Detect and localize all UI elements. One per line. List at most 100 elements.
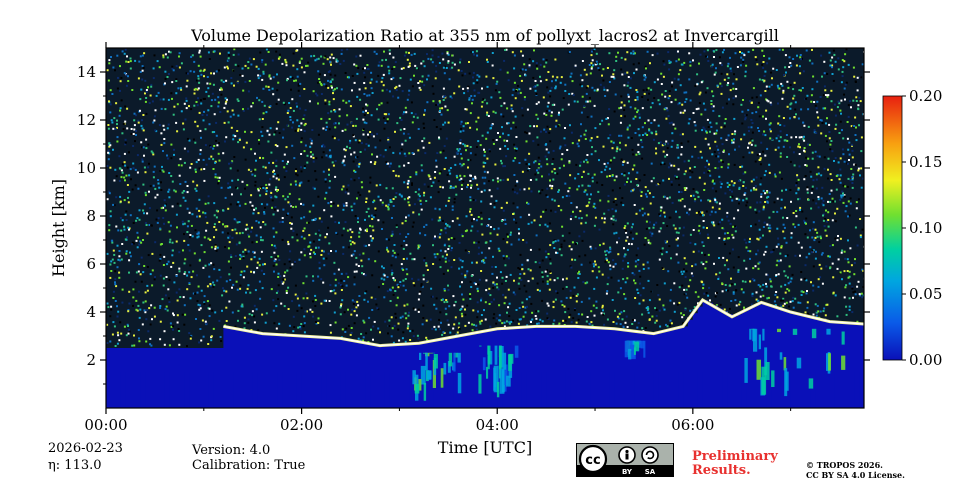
noise-pixel [852,66,855,69]
noise-pixel [539,80,542,83]
noise-pixel [723,122,726,125]
noise-pixel [640,191,643,194]
noise-pixel [744,114,747,117]
noise-pixel [449,67,452,70]
noise-pixel [399,152,401,155]
noise-pixel [529,87,532,90]
noise-pixel [275,305,278,308]
noise-pixel [214,245,217,248]
noise-pixel [836,106,839,109]
noise-pixel [128,290,131,293]
noise-pixel [459,162,462,165]
noise-pixel [682,226,685,229]
noise-pixel [448,180,451,183]
noise-pixel [814,150,817,153]
noise-pixel [107,149,110,152]
noise-pixel [300,323,303,325]
noise-pixel [646,134,649,136]
noise-pixel [312,204,315,207]
noise-pixel [469,208,472,211]
noise-pixel [340,272,343,275]
noise-pixel [451,205,454,208]
noise-pixel [678,301,681,304]
noise-pixel [590,193,592,196]
noise-pixel [472,177,475,180]
noise-pixel [512,121,515,124]
noise-pixel [776,84,779,87]
noise-pixel [159,253,162,256]
noise-pixel [222,80,225,83]
noise-pixel [118,276,121,279]
noise-pixel [723,78,726,81]
noise-pixel [729,89,732,92]
noise-pixel [627,136,630,139]
noise-pixel [669,319,672,322]
noise-pixel [849,197,852,200]
noise-pixel [650,88,653,91]
noise-pixel [497,132,499,134]
noise-pixel [190,55,193,58]
noise-pixel [426,78,428,81]
noise-pixel [229,279,232,281]
noise-pixel [237,178,240,181]
noise-pixel [350,121,353,124]
noise-pixel [119,109,122,112]
noise-pixel [729,196,732,198]
noise-pixel [278,322,281,325]
noise-pixel [780,246,783,249]
noise-pixel [560,300,563,303]
noise-pixel [718,202,721,205]
noise-pixel [837,161,840,164]
noise-pixel [774,304,777,306]
noise-pixel [707,171,710,174]
noise-pixel [792,296,795,299]
noise-pixel [462,129,465,132]
noise-pixel [375,303,378,306]
noise-pixel [139,109,141,112]
noise-pixel [467,158,470,161]
noise-pixel [219,52,221,55]
noise-pixel [512,291,515,294]
noise-pixel [630,137,633,140]
noise-pixel [779,304,782,307]
noise-pixel [831,244,834,247]
noise-pixel [135,134,137,136]
noise-pixel [133,112,136,115]
noise-pixel [592,262,595,265]
noise-pixel [198,209,201,212]
noise-pixel [764,250,767,253]
noise-pixel [334,321,337,324]
noise-pixel [589,245,592,248]
noise-pixel [236,169,239,172]
noise-pixel [337,282,340,285]
noise-pixel [322,170,325,173]
noise-pixel [116,140,119,143]
noise-pixel [730,300,733,302]
noise-pixel [407,233,410,235]
noise-pixel [552,178,555,181]
noise-pixel [662,306,665,309]
noise-pixel [132,304,134,307]
noise-pixel [545,143,548,146]
noise-pixel [275,327,278,330]
noise-pixel [623,104,626,107]
noise-pixel [299,107,302,110]
noise-pixel [320,254,323,256]
noise-pixel [139,308,142,311]
noise-pixel [338,108,341,111]
noise-pixel [755,58,758,61]
noise-pixel [312,275,314,278]
noise-pixel [838,178,841,181]
noise-pixel [347,184,350,187]
noise-pixel [543,112,546,115]
noise-pixel [287,308,290,310]
noise-pixel [683,288,686,291]
noise-pixel [677,156,680,159]
noise-pixel [851,287,854,290]
noise-pixel [168,172,171,174]
noise-pixel [716,84,719,87]
noise-pixel [823,167,826,170]
noise-pixel [129,57,132,60]
noise-pixel [456,331,459,334]
noise-pixel [415,171,418,174]
